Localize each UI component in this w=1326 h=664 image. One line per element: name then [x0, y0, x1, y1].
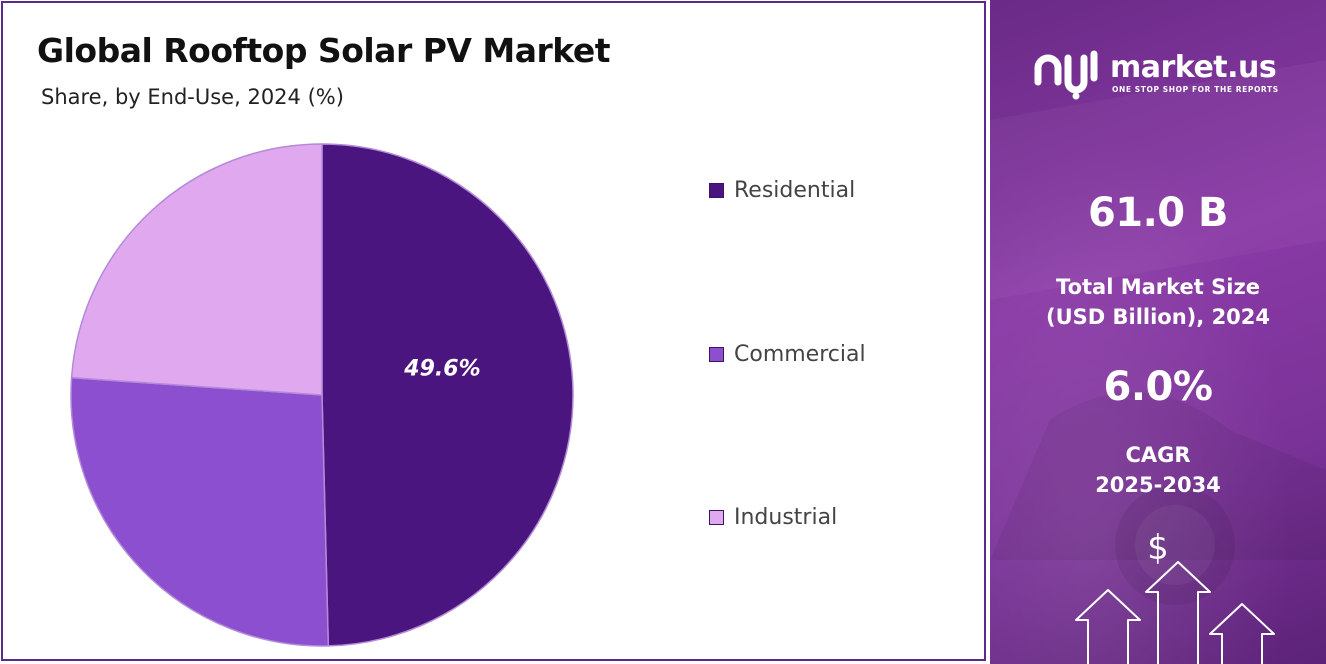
- pie-slice-industrial: [70, 143, 323, 396]
- summary-panel: market.us ONE STOP SHOP FOR THE REPORTS …: [990, 0, 1326, 664]
- market-size-label-line2: (USD Billion), 2024: [1045, 305, 1271, 329]
- legend-item-industrial: Industrial: [709, 502, 949, 532]
- market-size-label-line1: Total Market Size: [1056, 275, 1260, 299]
- pie-slice-residential: [321, 143, 574, 647]
- cagr-value: 6.0%: [1103, 364, 1213, 410]
- pie-slice-commercial: [70, 376, 330, 647]
- up-arrow-icon: [1209, 603, 1275, 664]
- legend-item-commercial: Commercial: [709, 339, 949, 369]
- legend-item-residential: Residential: [709, 175, 949, 205]
- legend-label-commercial: Commercial: [734, 341, 866, 367]
- brand-logo: market.us ONE STOP SHOP FOR THE REPORTS: [1034, 48, 1314, 108]
- brand-tagline: ONE STOP SHOP FOR THE REPORTS: [1112, 85, 1279, 94]
- background-photo-overlay: [990, 0, 1326, 664]
- legend-label-industrial: Industrial: [734, 504, 838, 530]
- pie-chart: 49.6%: [70, 143, 574, 647]
- up-arrow-icon: [1075, 589, 1141, 664]
- data-label-residential: 49.6%: [403, 356, 480, 381]
- legend-swatch-commercial: [709, 346, 724, 362]
- up-arrow-icon: [1145, 561, 1211, 664]
- cagr-label-line1: CAGR: [1125, 443, 1191, 467]
- cagr-label-line2: 2025-2034: [1095, 473, 1221, 497]
- chart-panel: Global Rooftop Solar PV Market Share, by…: [1, 1, 986, 661]
- legend-swatch-residential: [709, 182, 724, 198]
- chart-title: Global Rooftop Solar PV Market: [37, 31, 611, 70]
- market-us-logo-icon: [1034, 50, 1098, 100]
- up-arrows-decoration: [1075, 561, 1275, 664]
- chart-subtitle: Share, by End-Use, 2024 (%): [41, 85, 344, 109]
- brand-name: market.us: [1110, 50, 1277, 85]
- dollar-sign-icon: $: [1147, 528, 1169, 568]
- legend-swatch-industrial: [709, 509, 724, 525]
- market-size-value: 61.0 B: [1087, 190, 1229, 236]
- legend-label-residential: Residential: [734, 177, 856, 203]
